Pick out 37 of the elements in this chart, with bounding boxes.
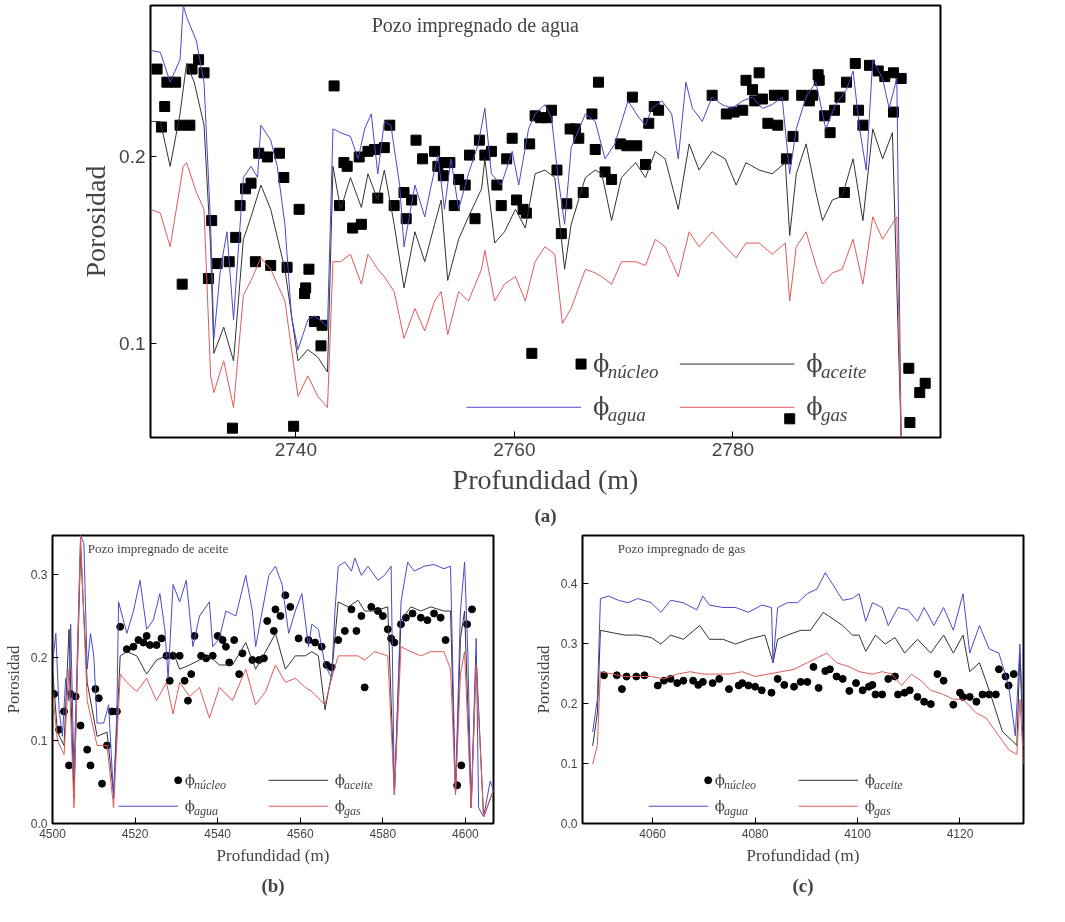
x-axis-title: Profundidad (m): [746, 845, 860, 865]
line-series: [592, 652, 1024, 764]
y-tick-label: 0.1: [30, 734, 48, 748]
x-tick-label: 4580: [369, 826, 397, 841]
x-tick-label: 4600: [452, 826, 480, 841]
x-tick-label: 4120: [946, 826, 974, 841]
x-tick-label: 2760: [493, 438, 536, 460]
x-tick-label: 4060: [639, 826, 667, 841]
y-tick-label: 0.2: [30, 651, 48, 666]
x-tick-label: 2740: [274, 438, 317, 460]
y-tick-label: 0.1: [119, 333, 146, 355]
y-tick-label: 0.3: [560, 637, 578, 651]
text: Pozo impregnado de agua: [371, 14, 579, 38]
y-tick-label: 0.2: [119, 146, 146, 168]
x-tick-label: 4520: [121, 826, 149, 841]
x-axis-title: Profundidad (m): [216, 845, 330, 865]
text: Pozo impregnado de gas: [617, 541, 746, 557]
x-tick-label: 4560: [286, 826, 314, 841]
x-tick-label: 4540: [204, 826, 232, 841]
y-tick-label: 0.2: [560, 697, 578, 711]
x-axis-title: Profundidad (m): [452, 463, 639, 495]
x-tick-label: 2780: [711, 438, 755, 460]
text: (a): [534, 504, 557, 527]
x-tick-label: 4100: [844, 826, 872, 841]
y-axis-title: Porosidad: [533, 645, 553, 714]
y-tick-label: 0.3: [30, 568, 48, 583]
text: Pozo impregnado de aceite: [87, 541, 229, 557]
y-tick-label: 0.0: [30, 817, 48, 831]
text: (c): [792, 874, 814, 897]
y-tick-label: 0.4: [560, 577, 578, 591]
y-axis-title: Porosidad: [3, 645, 23, 714]
y-axis-title: Porosidad: [80, 165, 112, 278]
line-series: [150, 162, 902, 438]
x-tick-label: 4080: [741, 826, 769, 841]
y-tick-label: 0.0: [560, 817, 578, 831]
y-tick-label: 0.1: [560, 757, 578, 771]
text: (b): [261, 874, 285, 897]
